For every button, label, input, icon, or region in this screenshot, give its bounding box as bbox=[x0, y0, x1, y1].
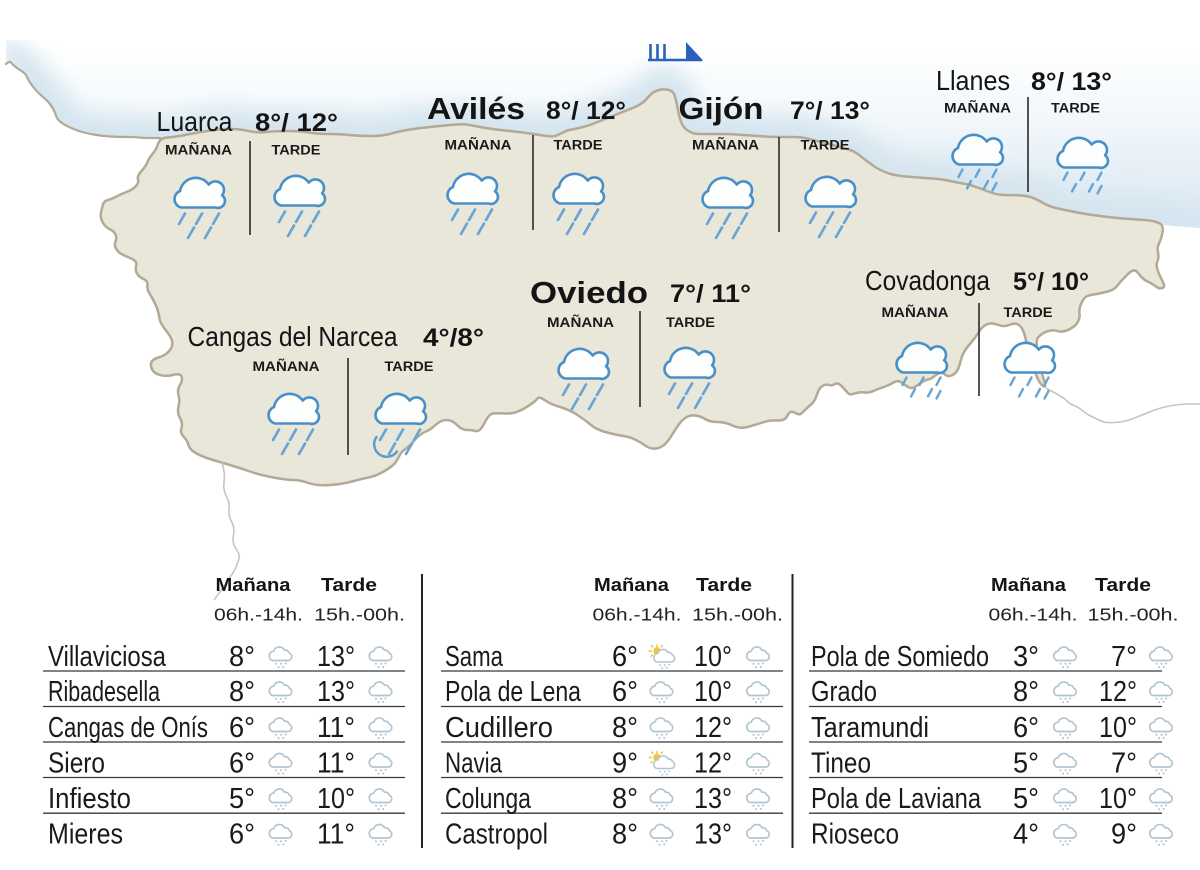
svg-text:6°: 6° bbox=[1013, 712, 1039, 744]
svg-text:Grado: Grado bbox=[811, 676, 877, 708]
svg-text:TARDE: TARDE bbox=[666, 315, 715, 330]
svg-text:Colunga: Colunga bbox=[445, 783, 532, 815]
svg-text:13°: 13° bbox=[694, 819, 732, 851]
svg-text:Oviedo: Oviedo bbox=[530, 275, 648, 310]
svg-text:12°: 12° bbox=[694, 748, 732, 780]
svg-text:10°: 10° bbox=[1099, 783, 1137, 815]
svg-text:TARDE: TARDE bbox=[1004, 305, 1053, 320]
svg-text:06h.-14h.: 06h.-14h. bbox=[593, 605, 682, 625]
svg-text:Tarde: Tarde bbox=[321, 575, 377, 595]
svg-text:Rioseco: Rioseco bbox=[811, 819, 899, 851]
svg-text:6°: 6° bbox=[229, 748, 255, 780]
svg-text:4°: 4° bbox=[1013, 819, 1039, 851]
svg-text:Cangas del Narcea: Cangas del Narcea bbox=[188, 321, 398, 352]
svg-text:5°/ 10°: 5°/ 10° bbox=[1013, 268, 1089, 296]
svg-text:10°: 10° bbox=[694, 676, 732, 708]
svg-text:5°: 5° bbox=[1013, 748, 1039, 780]
svg-text:Covadonga: Covadonga bbox=[865, 265, 990, 296]
svg-text:Villaviciosa: Villaviciosa bbox=[48, 641, 167, 673]
svg-text:TARDE: TARDE bbox=[801, 138, 850, 153]
svg-text:6°: 6° bbox=[229, 819, 255, 851]
svg-text:MAÑANA: MAÑANA bbox=[882, 305, 949, 320]
svg-text:Gijón: Gijón bbox=[679, 91, 764, 126]
svg-text:Castropol: Castropol bbox=[445, 819, 548, 851]
svg-text:9°: 9° bbox=[1111, 819, 1137, 851]
svg-text:MAÑANA: MAÑANA bbox=[165, 143, 232, 158]
svg-text:Navia: Navia bbox=[445, 748, 503, 780]
svg-text:TARDE: TARDE bbox=[385, 359, 434, 374]
svg-text:9°: 9° bbox=[612, 748, 638, 780]
svg-text:6°: 6° bbox=[612, 676, 638, 708]
svg-text:10°: 10° bbox=[1099, 712, 1137, 744]
svg-text:8°: 8° bbox=[612, 712, 638, 744]
svg-text:8°: 8° bbox=[229, 676, 255, 708]
svg-text:Pola de Laviana: Pola de Laviana bbox=[811, 783, 982, 815]
svg-text:8°/ 12°: 8°/ 12° bbox=[546, 97, 626, 125]
svg-text:5°: 5° bbox=[229, 783, 255, 815]
svg-text:Llanes: Llanes bbox=[936, 65, 1010, 96]
svg-text:Mieres: Mieres bbox=[48, 819, 123, 851]
svg-text:TARDE: TARDE bbox=[272, 143, 321, 158]
svg-text:11°: 11° bbox=[317, 819, 355, 851]
svg-text:15h.-00h.: 15h.-00h. bbox=[1088, 605, 1179, 625]
svg-text:6°: 6° bbox=[612, 641, 638, 673]
svg-text:MAÑANA: MAÑANA bbox=[445, 138, 512, 153]
svg-text:Tarde: Tarde bbox=[1095, 575, 1151, 595]
svg-text:TARDE: TARDE bbox=[1051, 101, 1100, 116]
svg-text:8°: 8° bbox=[1013, 676, 1039, 708]
svg-text:Pola de Lena: Pola de Lena bbox=[445, 676, 582, 708]
svg-text:6°: 6° bbox=[229, 712, 255, 744]
svg-text:06h.-14h.: 06h.-14h. bbox=[214, 605, 303, 625]
svg-text:TARDE: TARDE bbox=[554, 138, 603, 153]
svg-text:MAÑANA: MAÑANA bbox=[692, 138, 759, 153]
svg-text:4°/8°: 4°/8° bbox=[423, 324, 484, 352]
svg-text:Infiesto: Infiesto bbox=[48, 783, 131, 815]
svg-text:MAÑANA: MAÑANA bbox=[547, 315, 614, 330]
svg-text:13°: 13° bbox=[317, 641, 355, 673]
svg-text:5°: 5° bbox=[1013, 783, 1039, 815]
svg-text:7°/ 13°: 7°/ 13° bbox=[790, 97, 870, 125]
svg-text:Sama: Sama bbox=[445, 641, 504, 673]
svg-text:Luarca: Luarca bbox=[157, 106, 233, 137]
svg-text:Mañana: Mañana bbox=[594, 575, 670, 595]
svg-text:Taramundi: Taramundi bbox=[811, 712, 929, 744]
svg-text:13°: 13° bbox=[317, 676, 355, 708]
svg-text:7°/ 11°: 7°/ 11° bbox=[670, 280, 751, 308]
svg-text:12°: 12° bbox=[1099, 676, 1137, 708]
svg-text:15h.-00h.: 15h.-00h. bbox=[692, 605, 783, 625]
svg-text:13°: 13° bbox=[694, 783, 732, 815]
svg-text:Pola de Somiedo: Pola de Somiedo bbox=[811, 641, 989, 673]
svg-text:8°: 8° bbox=[612, 783, 638, 815]
svg-text:MAÑANA: MAÑANA bbox=[253, 359, 320, 374]
svg-text:Tineo: Tineo bbox=[811, 748, 871, 780]
svg-text:06h.-14h.: 06h.-14h. bbox=[989, 605, 1078, 625]
svg-text:Cudillero: Cudillero bbox=[445, 712, 553, 744]
svg-text:11°: 11° bbox=[317, 712, 355, 744]
svg-text:8°/ 13°: 8°/ 13° bbox=[1031, 68, 1112, 96]
svg-text:Ribadesella: Ribadesella bbox=[48, 676, 161, 708]
svg-text:Mañana: Mañana bbox=[991, 575, 1067, 595]
svg-text:7°: 7° bbox=[1111, 641, 1137, 673]
svg-text:Avilés: Avilés bbox=[427, 91, 525, 126]
svg-text:Tarde: Tarde bbox=[696, 575, 752, 595]
svg-text:7°: 7° bbox=[1111, 748, 1137, 780]
svg-text:8°: 8° bbox=[229, 641, 255, 673]
svg-text:MAÑANA: MAÑANA bbox=[944, 101, 1011, 116]
svg-text:10°: 10° bbox=[317, 783, 355, 815]
svg-text:11°: 11° bbox=[317, 748, 355, 780]
svg-text:8°: 8° bbox=[612, 819, 638, 851]
svg-text:3°: 3° bbox=[1013, 641, 1039, 673]
svg-text:Cangas de Onís: Cangas de Onís bbox=[48, 712, 208, 744]
svg-text:15h.-00h.: 15h.-00h. bbox=[314, 605, 405, 625]
svg-text:Mañana: Mañana bbox=[216, 575, 292, 595]
svg-text:10°: 10° bbox=[694, 641, 732, 673]
svg-text:12°: 12° bbox=[694, 712, 732, 744]
svg-text:Siero: Siero bbox=[48, 748, 105, 780]
svg-text:8°/ 12°: 8°/ 12° bbox=[255, 109, 338, 137]
